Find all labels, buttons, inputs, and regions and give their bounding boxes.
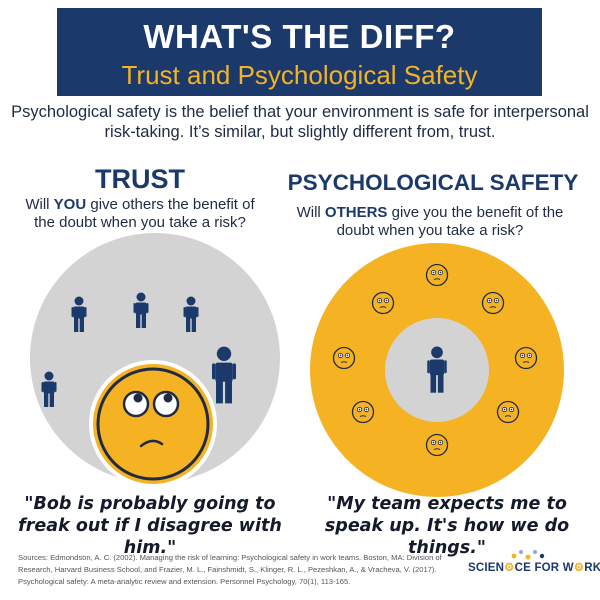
sources-text: Sources: Edmondson, A. C. (2002). Managi…	[18, 553, 442, 586]
page-title: WHAT'S THE DIFF?	[143, 18, 456, 55]
team-face-icon	[481, 291, 505, 315]
psych-safety-illustration	[310, 243, 564, 497]
team-face-icon	[496, 400, 520, 424]
page-subtitle: Trust and Psychological Safety	[121, 60, 478, 90]
trust-question: Will YOU give others the benefit of the …	[25, 196, 255, 231]
psych-safety-heading: PSYCHOLOGICAL SAFETY	[287, 170, 579, 195]
psych-safety-quote: "My team expects me to speak up. It's ho…	[324, 494, 570, 558]
psych-safety-question-emphasis: OTHERS	[324, 204, 388, 221]
trust-quote: "Bob is probably going to freak out if I…	[18, 494, 282, 558]
trust-heading: TRUST	[95, 164, 185, 194]
team-face-icon	[332, 346, 356, 370]
worried-face-icon	[89, 360, 217, 488]
science-for-work-logo: SCIEN⚙CE FOR W⚙RK	[468, 550, 600, 584]
intro-text: Psychological safety is the belief that …	[11, 103, 589, 141]
trust-question-emphasis: YOU	[53, 196, 87, 213]
gear-dots-icon	[511, 550, 545, 560]
trust-illustration	[30, 233, 280, 488]
logo-gear-letter: ⚙	[504, 562, 515, 574]
team-face-icon	[425, 433, 449, 457]
team-face-icon	[371, 291, 395, 315]
logo-gear-letter: ⚙	[573, 562, 585, 574]
psych-safety-question: Will OTHERS give you the benefit of the …	[296, 204, 564, 239]
title-banner: WHAT'S THE DIFF? Trust and Psychological…	[57, 8, 542, 96]
team-face-icon	[425, 263, 449, 287]
team-face-icon	[514, 346, 538, 370]
team-face-icon	[351, 400, 375, 424]
